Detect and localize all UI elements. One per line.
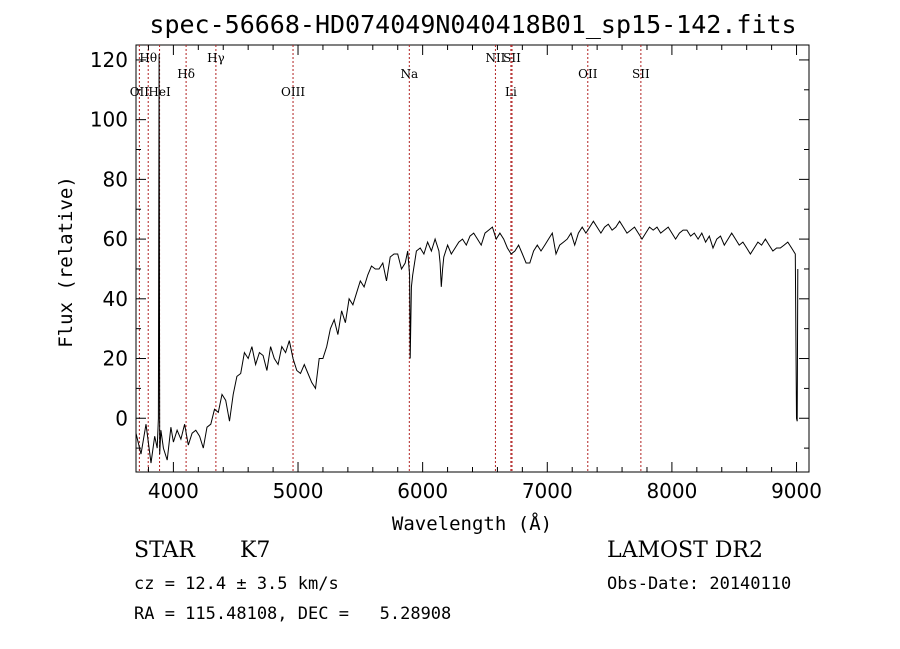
line-marker-label: SII — [503, 51, 521, 65]
object-type: STAR — [134, 538, 195, 563]
line-marker-label: Hδ — [177, 67, 195, 81]
line-marker-label: Li — [505, 85, 517, 99]
y-tick-label: 60 — [103, 227, 128, 251]
plot-frame — [135, 44, 810, 473]
line-marker-label: OIII — [281, 85, 305, 99]
chart-title: spec-56668-HD074049N040418B01_sp15-142.f… — [149, 10, 796, 39]
x-tick-label: 6000 — [397, 479, 448, 503]
line-marker-label: NII — [485, 51, 505, 65]
subclass: K7 — [240, 538, 271, 563]
x-tick-label: 5000 — [273, 479, 324, 503]
axis-ticks: 4000 5000 6000 7000 8000 9000 0 20 40 60 80 100 120 — [90, 45, 822, 503]
line-marker-label: OII — [130, 85, 150, 99]
y-tick-label: 0 — [115, 406, 128, 430]
line-marker-label: OII — [578, 67, 598, 81]
y-tick-label: 20 — [103, 347, 128, 371]
x-tick-label: 7000 — [522, 479, 573, 503]
y-tick-label: 40 — [103, 287, 128, 311]
y-tick-label: 80 — [103, 167, 128, 191]
x-tick-label: 9000 — [771, 479, 822, 503]
line-marker-label: Hγ — [207, 51, 225, 65]
y-tick-label: 100 — [90, 108, 128, 132]
line-marker-label: SII — [632, 67, 650, 81]
line-marker-label: Na — [400, 67, 418, 81]
line-marker-label: HeI — [148, 85, 171, 99]
x-tick-label: 4000 — [148, 479, 199, 503]
x-tick-label: 8000 — [646, 479, 697, 503]
ra-dec-coords: RA = 115.48108, DEC = 5.28908 — [134, 604, 452, 624]
spectrum-series-line — [135, 53, 799, 464]
redshift-cz: cz = 12.4 ± 3.5 km/s — [134, 574, 339, 594]
obs-date: Obs-Date: 20140110 — [607, 574, 792, 594]
y-tick-label: 120 — [90, 48, 128, 72]
x-axis-label: Wavelength (Å) — [392, 512, 552, 535]
y-axis-label: Flux (relative) — [55, 176, 77, 348]
line-marker-label: Hθ — [139, 51, 157, 65]
survey-name: LAMOST DR2 — [607, 538, 763, 563]
